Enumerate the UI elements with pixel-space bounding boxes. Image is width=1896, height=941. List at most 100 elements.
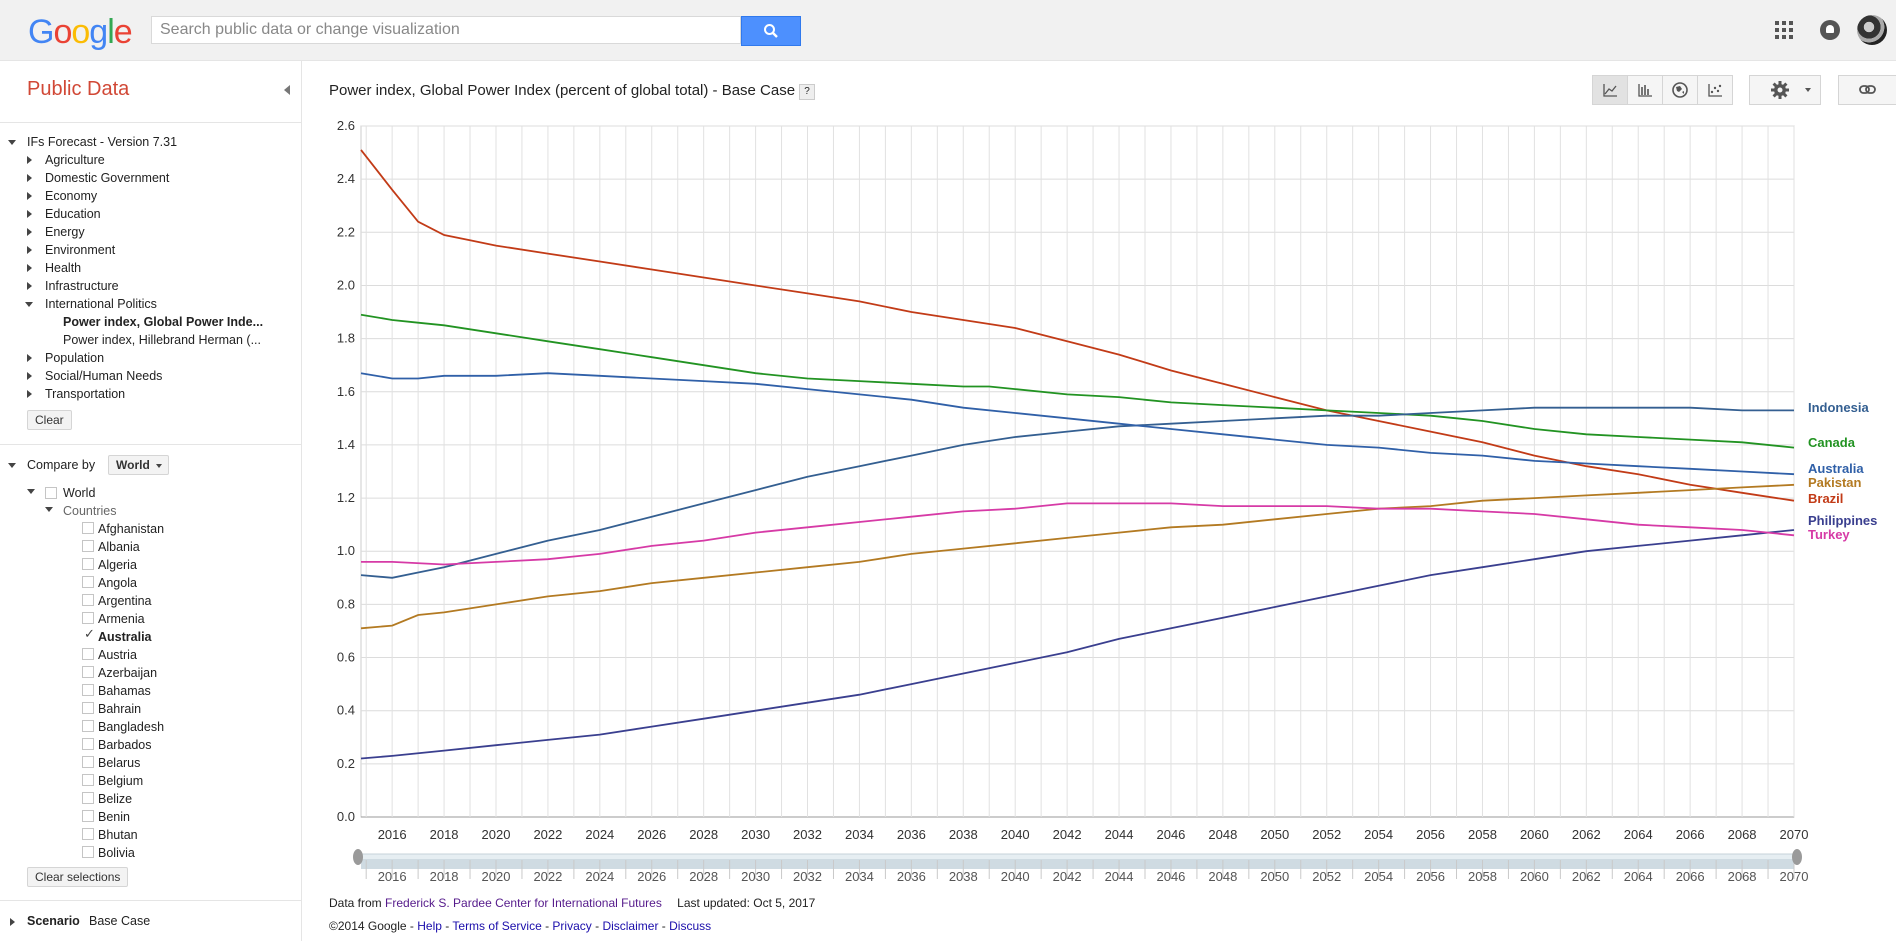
country-item[interactable]: Austria: [98, 648, 137, 662]
category-expand-icon[interactable]: [27, 192, 32, 200]
tree-category[interactable]: Environment: [45, 243, 116, 257]
country-item[interactable]: Armenia: [98, 612, 145, 626]
country-item[interactable]: Afghanistan: [98, 522, 165, 536]
country-checkbox[interactable]: [82, 756, 94, 768]
country-checkbox[interactable]: [82, 666, 94, 678]
category-expand-icon[interactable]: [27, 354, 32, 362]
tree-category[interactable]: Social/Human Needs: [45, 369, 163, 383]
help-button[interactable]: ?: [799, 84, 816, 100]
country-checkbox[interactable]: [82, 846, 94, 858]
tree-category[interactable]: Energy: [45, 225, 85, 239]
tree-category[interactable]: Agriculture: [45, 153, 105, 167]
country-checkbox[interactable]: [82, 612, 94, 624]
category-expand-icon[interactable]: [27, 228, 32, 236]
world-label[interactable]: World: [63, 486, 96, 500]
country-item[interactable]: Belize: [98, 792, 133, 806]
country-item[interactable]: Barbados: [98, 738, 152, 752]
disclaimer-link[interactable]: Disclaimer: [602, 919, 659, 933]
clear-button[interactable]: Clear: [27, 410, 72, 430]
source-link[interactable]: Frederick S. Pardee Center for Internati…: [385, 896, 662, 910]
category-expand-icon[interactable]: [27, 210, 32, 218]
countries-label[interactable]: Countries: [63, 504, 117, 518]
country-item[interactable]: Azerbaijan: [98, 666, 158, 680]
country-checkbox[interactable]: [82, 720, 94, 732]
clear-selections-button[interactable]: Clear selections: [27, 867, 129, 887]
scatter-chart-button[interactable]: [1698, 76, 1732, 104]
country-item[interactable]: Belarus: [98, 756, 141, 770]
avatar[interactable]: [1857, 15, 1887, 45]
country-checkbox[interactable]: ✓: [82, 626, 95, 642]
country-checkbox[interactable]: [82, 522, 94, 534]
tree-category[interactable]: Education: [45, 207, 101, 221]
selected-metric[interactable]: Power index, Global Power Inde...: [63, 315, 264, 329]
country-item[interactable]: Australia: [98, 630, 152, 644]
public-data-title[interactable]: Public Data: [27, 78, 130, 100]
bar-chart-button[interactable]: [1628, 76, 1663, 104]
scenario-expand-icon[interactable]: [10, 918, 15, 926]
category-expand-icon[interactable]: [27, 264, 32, 272]
scenario-value[interactable]: Base Case: [89, 914, 151, 928]
country-item[interactable]: Argentina: [98, 594, 152, 608]
country-checkbox[interactable]: [82, 576, 94, 588]
category-expand-icon[interactable]: [27, 372, 32, 380]
category-expand-icon[interactable]: [27, 174, 32, 182]
country-checkbox[interactable]: [82, 702, 94, 714]
category-expand-icon[interactable]: [27, 282, 32, 290]
search-button[interactable]: [741, 16, 801, 46]
dataset-label[interactable]: IFs Forecast - Version 7.31: [27, 135, 178, 149]
country-item[interactable]: Bangladesh: [98, 720, 165, 734]
dataset-collapse-icon[interactable]: [8, 140, 16, 145]
collapse-sidebar-icon[interactable]: [284, 85, 290, 95]
country-checkbox[interactable]: [82, 540, 94, 552]
country-item[interactable]: Albania: [98, 540, 140, 554]
tree-category[interactable]: Transportation: [45, 387, 126, 401]
terms-link[interactable]: Terms of Service: [452, 919, 542, 933]
settings-button[interactable]: [1749, 75, 1821, 105]
apps-grid-icon[interactable]: [1775, 21, 1793, 39]
chart-title: Power index, Global Power Index (percent…: [329, 82, 816, 100]
notifications-icon[interactable]: [1820, 20, 1840, 40]
country-checkbox[interactable]: [82, 810, 94, 822]
category-expand-icon[interactable]: [27, 156, 32, 164]
country-checkbox[interactable]: [82, 792, 94, 804]
tree-category[interactable]: Domestic Government: [45, 171, 170, 185]
privacy-link[interactable]: Privacy: [552, 919, 592, 933]
country-item[interactable]: Bolivia: [98, 846, 135, 860]
world-checkbox[interactable]: [45, 487, 57, 499]
country-item[interactable]: Algeria: [98, 558, 137, 572]
compare-by-dropdown[interactable]: World: [108, 455, 169, 475]
help-link[interactable]: Help: [417, 919, 442, 933]
country-item[interactable]: Bahamas: [98, 684, 151, 698]
countries-collapse-icon[interactable]: [45, 507, 53, 512]
country-checkbox[interactable]: [82, 738, 94, 750]
country-item[interactable]: Benin: [98, 810, 130, 824]
world-collapse-icon[interactable]: [27, 489, 35, 494]
category-expand-icon[interactable]: [27, 246, 32, 254]
country-checkbox[interactable]: [82, 648, 94, 660]
tree-category[interactable]: International Politics: [45, 297, 157, 311]
country-checkbox[interactable]: [82, 774, 94, 786]
tree-category[interactable]: Health: [45, 261, 82, 275]
country-checkbox[interactable]: [82, 684, 94, 696]
country-checkbox[interactable]: [82, 594, 94, 606]
compare-collapse-icon[interactable]: [8, 463, 16, 468]
category-collapse-icon[interactable]: [25, 302, 33, 307]
country-item[interactable]: Bhutan: [98, 828, 138, 842]
country-item[interactable]: Bahrain: [98, 702, 142, 716]
search-input[interactable]: Search public data or change visualizati…: [151, 16, 741, 44]
line-chart-button[interactable]: [1593, 76, 1628, 104]
tree-category[interactable]: Economy: [45, 189, 98, 203]
country-item[interactable]: Belgium: [98, 774, 144, 788]
slider-tick-label: 2022: [533, 869, 562, 884]
tree-category[interactable]: Population: [45, 351, 105, 365]
country-item[interactable]: Angola: [98, 576, 137, 590]
metric-item[interactable]: Power index, Hillebrand Herman (...: [63, 333, 261, 347]
country-checkbox[interactable]: [82, 558, 94, 570]
discuss-link[interactable]: Discuss: [669, 919, 712, 933]
tree-category[interactable]: Infrastructure: [45, 279, 119, 293]
link-button[interactable]: [1838, 75, 1896, 105]
google-logo[interactable]: Google: [28, 13, 133, 52]
category-expand-icon[interactable]: [27, 390, 32, 398]
map-chart-button[interactable]: [1663, 76, 1698, 104]
country-checkbox[interactable]: [82, 828, 94, 840]
